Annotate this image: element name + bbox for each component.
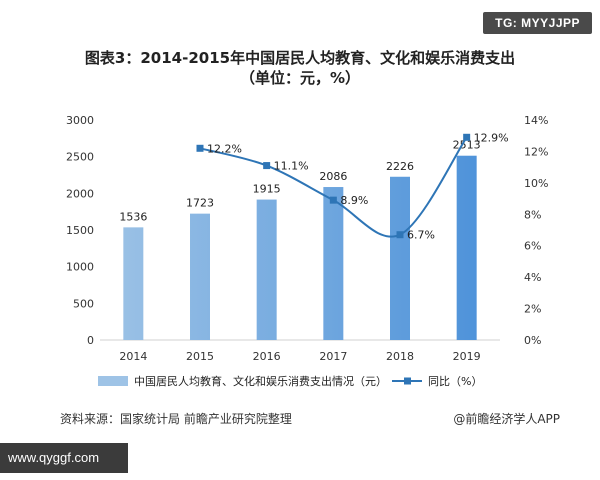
right-axis-tick-label: 14%: [524, 114, 548, 127]
website-badge: www.qyggf.com: [0, 443, 128, 473]
growth-line: [199, 136, 468, 238]
right-axis-tick-label: 4%: [524, 271, 541, 284]
bar: [190, 213, 210, 340]
left-axis-tick-label: 0: [87, 334, 94, 347]
left-axis-tick-label: 500: [73, 297, 94, 310]
growth-value-label: 12.9%: [474, 131, 509, 144]
bar: [456, 155, 477, 340]
x-tick-label: 2019: [453, 350, 481, 363]
legend-label-line: 同比（%）: [428, 375, 482, 388]
right-axis-tick-label: 6%: [524, 240, 541, 253]
left-axis-tick-label: 3000: [66, 114, 94, 127]
bar-value-label: 1723: [186, 197, 214, 210]
x-tick-label: 2016: [253, 350, 281, 363]
x-tick-label: 2014: [119, 350, 147, 363]
growth-value-label: 11.1%: [274, 160, 309, 173]
publisher-credit: @前瞻经济学人APP: [453, 412, 560, 426]
bar: [390, 176, 410, 340]
bar: [123, 227, 144, 340]
right-axis-tick-label: 8%: [524, 208, 541, 221]
bar: [323, 187, 344, 340]
bar-value-label: 1915: [253, 183, 281, 196]
growth-value-label: 12.2%: [207, 142, 242, 155]
growth-marker: [263, 162, 271, 170]
chart-title-line2: （单位：元，%）: [239, 69, 361, 87]
right-axis-tick-label: 2%: [524, 303, 541, 316]
left-axis-tick-label: 2000: [66, 187, 94, 200]
bar: [256, 199, 277, 340]
right-axis-tick-label: 0%: [524, 334, 541, 347]
legend-marker-line: [404, 377, 411, 385]
x-tick-label: 2017: [319, 350, 347, 363]
chart-title: 图表3：2014-2015年中国居民人均教育、文化和娱乐消费支出 （单位：元，%…: [0, 48, 600, 88]
bar-value-label: 1536: [119, 210, 147, 223]
left-axis-tick-label: 2500: [66, 151, 94, 164]
legend-label-bar: 中国居民人均教育、文化和娱乐消费支出情况（元）: [134, 374, 387, 388]
legend-swatch-bar: [98, 376, 128, 386]
growth-value-label: 8.9%: [340, 194, 368, 207]
x-tick-label: 2015: [186, 350, 214, 363]
growth-marker: [463, 133, 471, 141]
tg-badge: TG: MYYJJPP: [483, 12, 592, 34]
left-axis-tick-label: 1000: [66, 261, 94, 274]
source-note: 资料来源：国家统计局 前瞻产业研究院整理: [60, 412, 292, 426]
left-axis-tick-label: 1500: [66, 224, 94, 237]
bar-value-label: 2226: [386, 160, 414, 173]
bar-value-label: 2086: [319, 170, 347, 183]
growth-marker: [196, 144, 204, 152]
growth-value-label: 6.7%: [407, 229, 435, 242]
growth-marker: [396, 231, 404, 239]
right-axis-tick-label: 12%: [524, 145, 548, 158]
growth-marker: [329, 196, 337, 204]
right-axis-tick-label: 10%: [524, 177, 548, 190]
x-tick-label: 2018: [386, 350, 414, 363]
chart-title-line1: 图表3：2014-2015年中国居民人均教育、文化和娱乐消费支出: [84, 49, 516, 67]
